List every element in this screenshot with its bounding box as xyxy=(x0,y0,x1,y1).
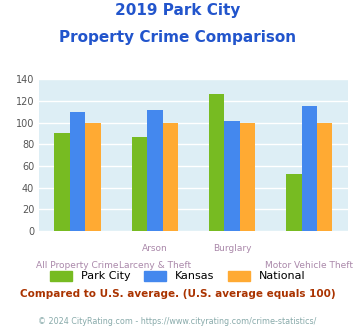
Bar xyxy=(302,106,317,231)
Text: © 2024 CityRating.com - https://www.cityrating.com/crime-statistics/: © 2024 CityRating.com - https://www.city… xyxy=(38,317,317,326)
Bar xyxy=(224,121,240,231)
Bar xyxy=(286,174,302,231)
Bar xyxy=(70,112,86,231)
Bar xyxy=(132,137,147,231)
Text: Arson: Arson xyxy=(142,244,168,253)
Text: 2019 Park City: 2019 Park City xyxy=(115,3,240,18)
Text: Motor Vehicle Theft: Motor Vehicle Theft xyxy=(265,261,353,270)
Bar xyxy=(55,133,70,231)
Text: All Property Crime: All Property Crime xyxy=(37,261,119,270)
Bar xyxy=(240,122,255,231)
Bar xyxy=(317,122,332,231)
Legend: Park City, Kansas, National: Park City, Kansas, National xyxy=(45,266,310,286)
Text: Larceny & Theft: Larceny & Theft xyxy=(119,261,191,270)
Bar xyxy=(147,110,163,231)
Text: Compared to U.S. average. (U.S. average equals 100): Compared to U.S. average. (U.S. average … xyxy=(20,289,335,299)
Bar xyxy=(86,122,101,231)
Bar xyxy=(209,94,224,231)
Text: Property Crime Comparison: Property Crime Comparison xyxy=(59,30,296,45)
Bar xyxy=(163,122,178,231)
Text: Burglary: Burglary xyxy=(213,244,251,253)
